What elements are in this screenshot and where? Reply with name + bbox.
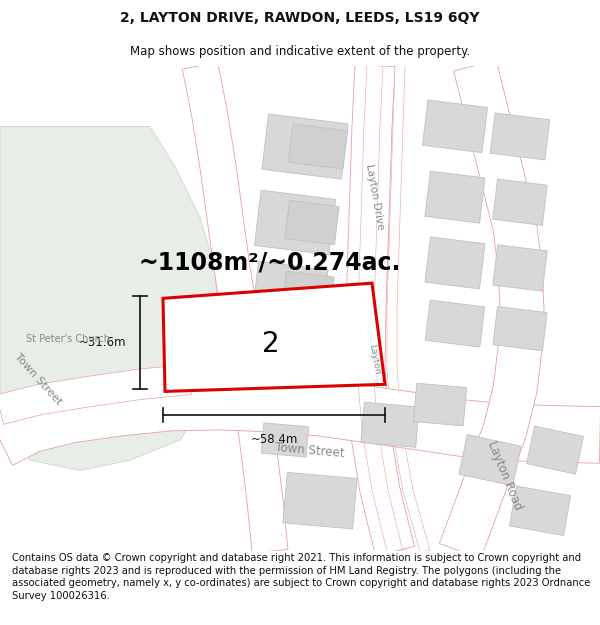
Polygon shape: [163, 283, 385, 391]
Polygon shape: [0, 364, 191, 424]
Polygon shape: [493, 245, 547, 291]
Text: ~1108m²/~0.274ac.: ~1108m²/~0.274ac.: [139, 251, 401, 275]
Polygon shape: [425, 237, 485, 289]
Polygon shape: [254, 190, 335, 254]
Polygon shape: [285, 200, 339, 244]
Polygon shape: [261, 423, 309, 457]
Polygon shape: [345, 64, 415, 556]
Polygon shape: [0, 373, 600, 465]
Text: Contains OS data © Crown copyright and database right 2021. This information is : Contains OS data © Crown copyright and d…: [12, 553, 590, 601]
Polygon shape: [182, 62, 288, 553]
Polygon shape: [262, 114, 348, 179]
Polygon shape: [493, 179, 547, 226]
Polygon shape: [527, 426, 583, 474]
Text: ~58.4m: ~58.4m: [250, 433, 298, 446]
Polygon shape: [493, 306, 547, 351]
Polygon shape: [509, 486, 571, 536]
Text: Layton Road: Layton Road: [485, 439, 525, 512]
Text: St Peter's Church: St Peter's Church: [26, 334, 110, 344]
Polygon shape: [289, 124, 347, 169]
Polygon shape: [0, 126, 220, 470]
Polygon shape: [490, 113, 550, 160]
Polygon shape: [439, 60, 544, 559]
Text: Layton Drive: Layton Drive: [364, 164, 386, 231]
Text: 2: 2: [262, 331, 280, 358]
Text: Layton...: Layton...: [367, 344, 383, 384]
Polygon shape: [459, 434, 521, 486]
Text: Map shows position and indicative extent of the property.: Map shows position and indicative extent…: [130, 45, 470, 58]
Polygon shape: [425, 300, 485, 347]
Polygon shape: [425, 171, 485, 223]
Polygon shape: [283, 472, 357, 529]
Polygon shape: [413, 383, 467, 426]
Polygon shape: [361, 402, 419, 448]
Polygon shape: [387, 66, 430, 552]
Polygon shape: [282, 271, 334, 315]
Text: Town Street: Town Street: [13, 352, 64, 407]
Text: Town Street: Town Street: [275, 441, 345, 459]
Polygon shape: [252, 261, 328, 325]
Text: 2, LAYTON DRIVE, RAWDON, LEEDS, LS19 6QY: 2, LAYTON DRIVE, RAWDON, LEEDS, LS19 6QY: [120, 11, 480, 26]
Polygon shape: [422, 100, 488, 152]
Text: ~31.6m: ~31.6m: [79, 336, 126, 349]
Polygon shape: [255, 294, 368, 374]
